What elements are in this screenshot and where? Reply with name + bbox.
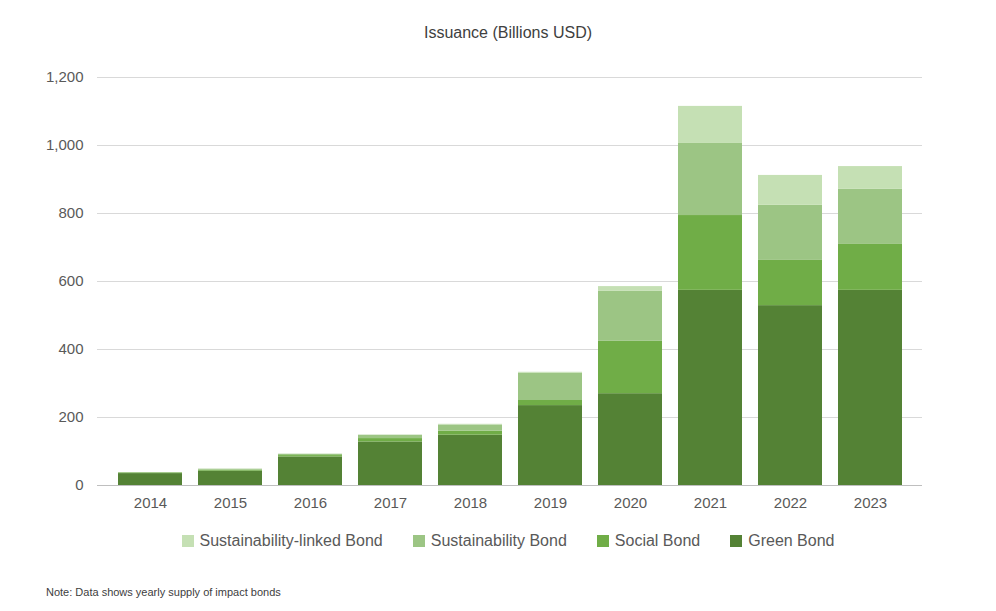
html-text:Sustainability-linked Bond: Sustainability-linked Bond [199,532,383,549]
svg-text:1,000: 1,000 [46,136,84,153]
svg-text:2020: 2020 [614,494,647,511]
svg-text:2015: 2015 [214,494,247,511]
html-text:Sustainability Bond: Sustainability Bond [430,532,567,549]
svg-text:200: 200 [58,408,83,425]
svg-text:2022: 2022 [774,494,807,511]
svg-text:2023: 2023 [854,494,887,511]
html-text:Issuance (Billions USD): Issuance (Billions USD) [424,24,592,41]
svg-text:400: 400 [58,340,83,357]
svg-text:0: 0 [75,476,83,493]
html-text:Note: Data shows yearly supply: Note: Data shows yearly supply of impact… [46,586,281,598]
svg-text:2016: 2016 [294,494,327,511]
svg-text:2018: 2018 [454,494,487,511]
svg-text:600: 600 [58,272,83,289]
svg-text:2021: 2021 [694,494,727,511]
svg-text:2019: 2019 [534,494,567,511]
html-text:Green Bond: Green Bond [748,532,835,549]
svg-text:1,200: 1,200 [46,68,84,85]
html-text:Social Bond: Social Bond [614,532,701,549]
svg-text:2017: 2017 [374,494,407,511]
svg-text:800: 800 [58,204,83,221]
svg-text:2014: 2014 [134,494,167,511]
